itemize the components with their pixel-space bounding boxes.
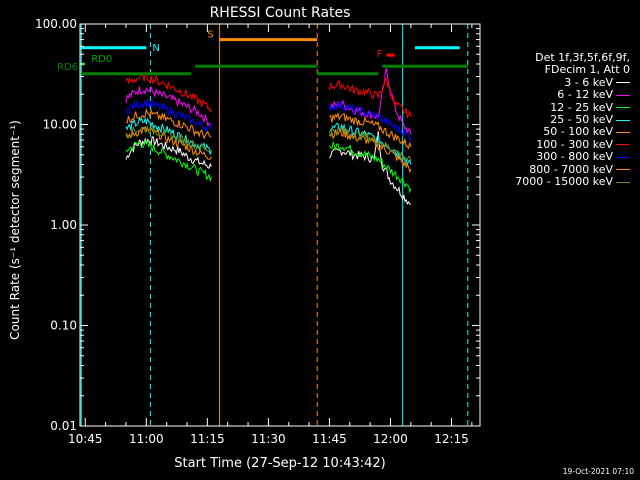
- chart-title: RHESSI Count Rates: [210, 5, 351, 21]
- legend-swatch: [616, 119, 630, 121]
- series-800-7000-kev-segment-1: [125, 107, 212, 140]
- series-50-100-kev-segment-2: [329, 128, 412, 174]
- series-3-6-kev-segment-1: [125, 136, 212, 169]
- legend: Det 1f,3f,5f,6f,9f, FDecim 1, Att 0 3 - …: [478, 51, 630, 189]
- legend-item-7000-15000-kev: 7000 - 15000 keV: [478, 175, 630, 189]
- legend-item-label: 6 - 12 keV: [557, 88, 613, 102]
- legend-swatch: [616, 82, 630, 84]
- legend-item-3-6-kev: 3 - 6 keV: [478, 75, 630, 89]
- flag-label-s: S: [207, 30, 213, 41]
- legend-item-12-25-kev: 12 - 25 keV: [478, 100, 630, 114]
- series-800-7000-kev-segment-2: [329, 111, 412, 150]
- legend-item-label: 800 - 7000 keV: [529, 162, 613, 176]
- legend-header-line-1: Det 1f,3f,5f,6f,9f,: [535, 51, 630, 64]
- count-rate-series: [125, 68, 412, 206]
- y-axis-label: Count Rate (s⁻¹ detector segment⁻¹): [8, 120, 22, 340]
- legend-swatch: [616, 107, 630, 109]
- x-tick-label-5: 11:45: [312, 432, 347, 446]
- series-300-800-kev-segment-2: [328, 101, 412, 143]
- legend-swatch: [616, 169, 630, 171]
- legend-swatch: [616, 94, 630, 96]
- x-tick-label-2: 11:00: [129, 432, 164, 446]
- legend-item-label: 25 - 50 keV: [550, 113, 613, 127]
- series-300-800-kev-segment-1: [125, 99, 212, 134]
- y-tick-label-2: 10.00: [43, 118, 77, 132]
- plot-frame: [79, 23, 481, 427]
- flag-label-f: F: [377, 49, 383, 60]
- flag-label-rd6: RD6: [57, 62, 78, 73]
- legend-item-label: 7000 - 15000 keV: [515, 175, 613, 189]
- flag-label-n: N: [152, 43, 159, 54]
- time-marker-lines: [80, 24, 469, 426]
- legend-swatch: [616, 156, 630, 158]
- series-6-12-kev-segment-1: [125, 86, 212, 128]
- y-tick-label-1: 100.00: [35, 17, 77, 31]
- x-axis-label: Start Time (27-Sep-12 10:43:42): [174, 456, 385, 471]
- x-tick-label-1: 10:45: [68, 432, 103, 446]
- x-tick-label-3: 11:15: [190, 432, 225, 446]
- y-tick-label-3: 1.00: [50, 218, 77, 232]
- legend-swatch: [616, 131, 630, 133]
- series-3-6-kev-segment-2: [329, 131, 412, 206]
- flag-bars: N S F RD0 RD6: [57, 30, 468, 76]
- x-tick-label-7: 12:15: [434, 432, 469, 446]
- generation-timestamp: 19-Oct-2021 07:10: [562, 467, 634, 476]
- legend-item-100-300-kev: 100 - 300 keV: [478, 137, 630, 151]
- legend-item-label: 100 - 300 keV: [536, 137, 613, 151]
- legend-item-label: 12 - 25 keV: [550, 100, 613, 114]
- legend-item-50-100-kev: 50 - 100 keV: [478, 126, 630, 138]
- legend-swatch: [616, 144, 630, 146]
- series-12-25-kev-segment-1: [125, 139, 212, 183]
- series-100-300-kev-segment-2: [328, 77, 412, 119]
- series-6-12-kev-segment-2: [328, 68, 412, 135]
- flag-label-rd0: RD0: [91, 54, 112, 65]
- series-12-25-kev-segment-2: [328, 140, 412, 194]
- legend-item-label: 300 - 800 keV: [536, 150, 613, 164]
- x-tick-label-4: 11:30: [251, 432, 286, 446]
- y-tick-label-5: 0.01: [50, 419, 77, 433]
- y-tick-label-4: 0.10: [50, 319, 77, 333]
- legend-header-line-2: FDecim 1, Att 0: [544, 63, 630, 77]
- legend-item-label: 50 - 100 keV: [543, 125, 613, 139]
- legend-swatch: [616, 181, 630, 183]
- x-tick-label-6: 12:00: [373, 432, 408, 446]
- legend-item-label: 3 - 6 keV: [564, 75, 613, 89]
- legend-item-6-12-kev: 6 - 12 keV: [478, 89, 630, 101]
- series-7000-15000-kev-segment-1: [125, 124, 212, 153]
- legend-item-800-7000-kev: 800 - 7000 keV: [478, 162, 630, 176]
- legend-item-25-50-kev: 25 - 50 keV: [478, 113, 630, 127]
- legend-item-300-800-kev: 300 - 800 keV: [478, 151, 630, 163]
- series-7000-15000-kev-segment-2: [328, 126, 412, 162]
